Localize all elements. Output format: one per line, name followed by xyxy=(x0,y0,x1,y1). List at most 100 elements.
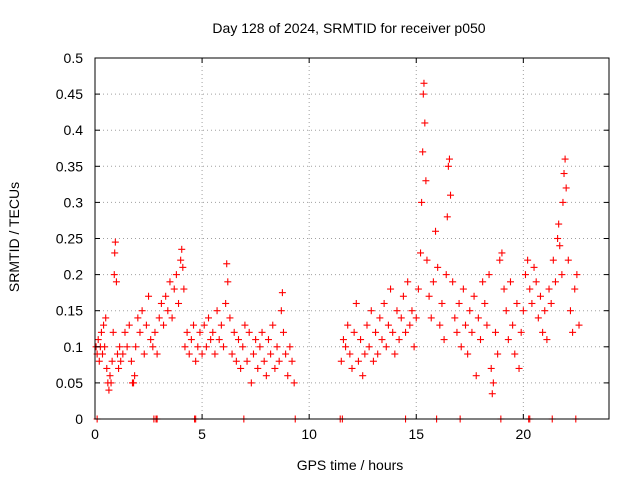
data-point xyxy=(131,372,139,380)
data-point xyxy=(498,249,506,257)
data-point xyxy=(288,357,296,365)
data-point xyxy=(376,314,384,322)
data-point xyxy=(541,307,549,315)
data-point xyxy=(140,350,148,358)
data-point xyxy=(528,299,536,307)
x-tick-label: 0 xyxy=(91,426,99,442)
data-point xyxy=(526,285,534,293)
data-point xyxy=(488,390,496,398)
chart-title: Day 128 of 2024, SRMTID for receiver p05… xyxy=(212,20,485,36)
data-point xyxy=(561,155,569,163)
data-point xyxy=(178,245,186,253)
data-point xyxy=(547,299,555,307)
data-point xyxy=(271,364,279,372)
data-point xyxy=(571,285,579,293)
data-point xyxy=(380,299,388,307)
data-point xyxy=(477,336,484,344)
y-tick-label: 0.35 xyxy=(56,158,83,174)
data-point xyxy=(485,271,493,279)
data-point xyxy=(438,299,446,307)
data-point xyxy=(267,350,275,358)
data-point xyxy=(264,336,272,344)
data-point xyxy=(399,292,407,300)
data-point xyxy=(277,307,285,315)
y-tick-label: 0.3 xyxy=(64,194,84,210)
data-point xyxy=(457,343,465,351)
data-point xyxy=(142,321,150,329)
data-point xyxy=(500,285,508,293)
data-point xyxy=(175,299,183,307)
data-point xyxy=(378,336,386,344)
data-point xyxy=(183,328,191,336)
data-point xyxy=(166,278,174,286)
data-point xyxy=(513,299,521,307)
data-point xyxy=(532,278,540,286)
y-axis-label: SRMTID / TECUs xyxy=(6,182,22,292)
data-point xyxy=(223,260,231,268)
data-point xyxy=(352,299,360,307)
data-point xyxy=(397,314,405,322)
data-point xyxy=(389,328,397,336)
data-point xyxy=(262,372,270,380)
data-point xyxy=(539,328,547,336)
data-point xyxy=(106,372,114,380)
data-point xyxy=(170,285,178,293)
data-point xyxy=(530,263,538,271)
data-point xyxy=(346,350,354,358)
data-point xyxy=(164,307,172,315)
data-point xyxy=(573,271,581,279)
data-point xyxy=(556,242,564,250)
data-point xyxy=(419,148,427,156)
data-point xyxy=(207,336,215,344)
data-point xyxy=(524,256,532,264)
data-point xyxy=(384,321,392,329)
data-point xyxy=(420,79,428,87)
data-points xyxy=(92,79,583,398)
data-point xyxy=(494,350,502,358)
data-point xyxy=(168,314,176,322)
data-point xyxy=(406,321,414,329)
data-point xyxy=(149,343,157,351)
data-point xyxy=(440,336,448,344)
data-point xyxy=(260,357,268,365)
data-point xyxy=(100,321,108,329)
data-point xyxy=(359,372,367,380)
data-point xyxy=(279,328,287,336)
data-point xyxy=(363,321,371,329)
data-point xyxy=(177,256,185,264)
data-point xyxy=(101,343,109,351)
data-point xyxy=(393,307,401,315)
x-axis-ticks: 0 5 10 15 20 xyxy=(91,58,531,442)
data-point xyxy=(115,364,123,372)
data-point xyxy=(187,336,195,344)
data-point xyxy=(127,357,135,365)
data-point xyxy=(453,328,461,336)
data-point xyxy=(395,336,403,344)
data-point xyxy=(243,357,251,365)
data-point xyxy=(521,271,529,279)
data-point xyxy=(418,198,426,206)
data-point xyxy=(136,328,144,336)
data-point xyxy=(226,314,234,322)
data-point xyxy=(549,256,557,264)
data-point xyxy=(451,314,459,322)
data-point xyxy=(217,321,225,329)
data-point xyxy=(194,343,202,351)
data-point xyxy=(414,285,422,293)
data-point xyxy=(444,162,452,170)
data-point xyxy=(232,357,240,365)
data-point xyxy=(496,256,504,264)
data-point xyxy=(160,321,168,329)
data-point xyxy=(423,256,431,264)
x-tick-label: 10 xyxy=(301,426,317,442)
data-point xyxy=(202,343,210,351)
data-point xyxy=(422,177,430,185)
data-point xyxy=(506,278,514,286)
data-point xyxy=(559,198,567,206)
data-point xyxy=(369,357,377,365)
y-tick-label: 0.15 xyxy=(56,303,83,319)
data-point xyxy=(474,314,482,322)
data-point xyxy=(367,307,375,315)
data-point xyxy=(132,343,140,351)
data-point xyxy=(230,328,238,336)
